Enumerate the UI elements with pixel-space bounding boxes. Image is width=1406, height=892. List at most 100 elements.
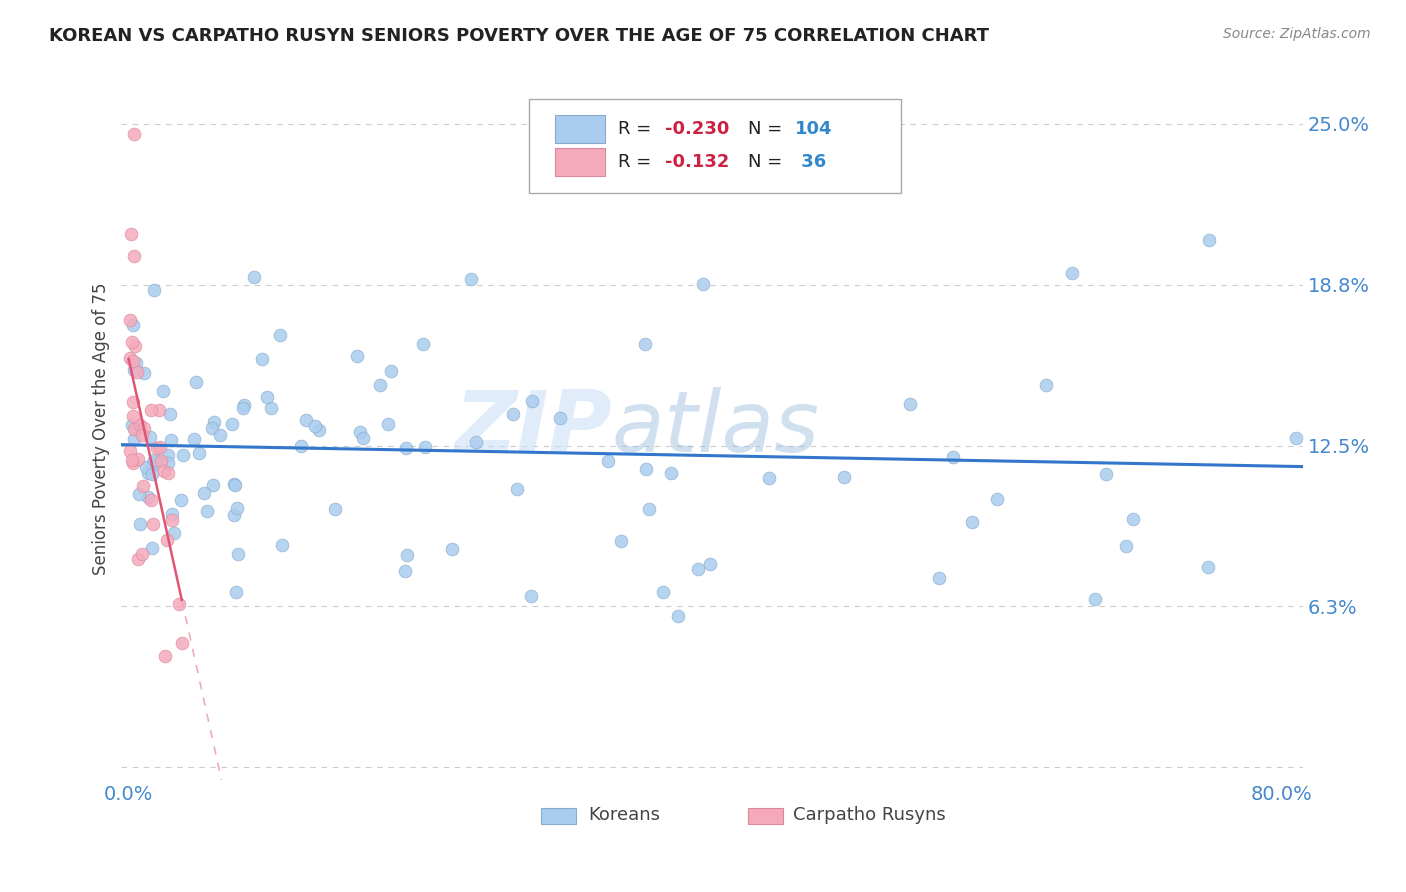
Point [128,417,150,432]
Point [121,318,143,332]
Point [1285,431,1308,445]
Text: Carpatho Rusyns: Carpatho Rusyns [793,806,945,824]
Point [129,517,152,532]
Point [156,533,179,547]
Point [172,449,194,463]
Point [153,464,176,478]
Point [412,337,434,351]
Text: R =: R = [617,153,657,170]
Point [132,366,155,380]
Point [225,585,247,599]
Point [148,403,170,417]
Point [128,487,150,501]
Point [352,431,374,445]
Point [464,435,486,450]
Point [380,364,402,378]
Point [201,421,224,435]
Point [135,460,157,475]
Point [290,439,312,453]
Point [396,548,419,562]
Point [304,418,326,433]
Point [323,502,346,516]
Point [139,403,162,417]
Point [1115,539,1137,553]
Point [121,456,143,470]
Text: 36: 36 [794,153,827,170]
Point [232,401,254,416]
Bar [555,148,605,176]
Text: -0.230: -0.230 [665,120,730,137]
Point [780,143,803,157]
Point [522,394,544,409]
Point [224,478,246,492]
Point [125,365,148,379]
Point [141,541,163,556]
Point [131,428,153,442]
Text: N =: N = [748,120,787,137]
Point [122,432,145,446]
Point [153,648,176,663]
Point [131,479,153,493]
Point [222,477,245,491]
Point [120,227,142,241]
Point [142,453,165,467]
Point [124,356,146,370]
Point [120,313,142,327]
Point [1062,266,1084,280]
Text: atlas: atlas [612,387,820,470]
Point [163,525,186,540]
Point [610,533,633,548]
Point [143,283,166,297]
Point [125,422,148,436]
Point [666,608,689,623]
Point [120,444,142,458]
Point [692,277,714,292]
Point [160,507,183,521]
Point [1084,592,1107,607]
Point [440,542,463,557]
Point [986,492,1008,507]
Point [122,395,145,409]
Point [269,327,291,342]
Point [183,432,205,446]
Point [127,452,149,467]
Point [193,486,215,500]
Point [460,272,482,286]
Point [134,421,156,435]
Point [520,589,543,603]
Point [1198,233,1220,247]
Point [157,456,180,470]
Point [159,433,181,447]
Text: 104: 104 [794,120,832,137]
Point [506,482,529,496]
Point [170,635,193,649]
Text: Source: ZipAtlas.com: Source: ZipAtlas.com [1223,27,1371,41]
Point [346,349,368,363]
Point [121,354,143,368]
Text: Koreans: Koreans [588,806,661,824]
Point [221,417,243,431]
Point [308,423,330,437]
Y-axis label: Seniors Poverty Over the Age of 75: Seniors Poverty Over the Age of 75 [93,283,110,575]
FancyBboxPatch shape [529,98,901,194]
Point [122,363,145,377]
Point [368,378,391,392]
Point [136,490,159,504]
Point [141,467,163,481]
Point [152,384,174,398]
Point [256,390,278,404]
Text: R =: R = [617,120,657,137]
Point [222,508,245,522]
Point [167,597,190,611]
Point [141,458,163,473]
Point [139,430,162,444]
Point [170,493,193,508]
Point [122,409,145,424]
Point [250,351,273,366]
Point [699,557,721,571]
Point [149,440,172,454]
Point [688,562,710,576]
Point [548,411,571,425]
Point [394,564,416,578]
Point [121,334,143,349]
